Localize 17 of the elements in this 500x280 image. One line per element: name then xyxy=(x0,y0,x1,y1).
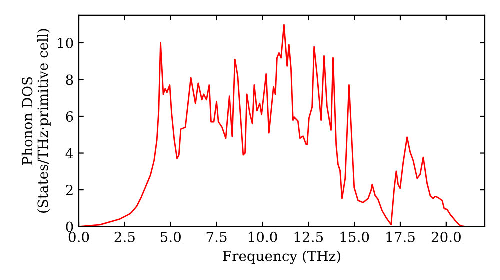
y-tick-label: 4 xyxy=(66,148,74,159)
y-tick-label: 10 xyxy=(58,38,74,48)
y-axis-title: Phonon DOS (States/THz·primitive cell) xyxy=(22,29,51,213)
y-tick-label: 8 xyxy=(66,74,74,86)
y-tick-label: 0 xyxy=(66,222,74,232)
x-tick-label: 10.0 xyxy=(248,232,278,242)
x-tick-label: 12.5 xyxy=(294,232,324,242)
x-tick-label: 2.5 xyxy=(114,232,135,242)
y-tick-label: 2 xyxy=(66,185,73,196)
x-tick-label: 0.0 xyxy=(68,232,90,242)
x-tick-label: 7.5 xyxy=(206,232,227,242)
x-tick-label: 20.0 xyxy=(432,232,461,242)
x-tick-label: 15.0 xyxy=(340,232,370,242)
x-tick-label: 5.0 xyxy=(160,232,181,242)
x-tick-label: 17.5 xyxy=(386,232,415,242)
x-axis-title: Frequency (THz) xyxy=(223,250,340,264)
y-tick-label: 6 xyxy=(66,111,74,122)
